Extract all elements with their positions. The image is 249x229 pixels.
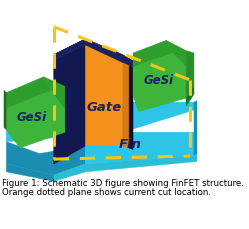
Polygon shape [133, 41, 173, 67]
Text: Fin: Fin [119, 137, 142, 150]
Polygon shape [54, 154, 197, 182]
Polygon shape [129, 59, 133, 150]
Polygon shape [6, 164, 54, 182]
Text: GeSi: GeSi [143, 74, 174, 87]
Polygon shape [6, 103, 194, 142]
Polygon shape [6, 142, 85, 175]
Polygon shape [4, 91, 6, 130]
Polygon shape [54, 40, 85, 164]
Polygon shape [186, 52, 194, 99]
Polygon shape [6, 77, 52, 109]
Polygon shape [194, 101, 197, 156]
Text: GeSi: GeSi [17, 110, 47, 123]
Polygon shape [166, 41, 186, 67]
Text: Orange dotted plane shows current cut location.: Orange dotted plane shows current cut lo… [2, 187, 211, 196]
Polygon shape [44, 77, 65, 109]
Polygon shape [186, 87, 194, 107]
Text: Gate: Gate [87, 100, 122, 113]
Polygon shape [123, 55, 129, 148]
Polygon shape [85, 40, 123, 146]
Polygon shape [54, 40, 190, 95]
Polygon shape [6, 91, 65, 148]
Polygon shape [133, 54, 186, 112]
Polygon shape [85, 133, 194, 164]
Text: Figure 1: Schematic 3D figure showing FinFET structure.: Figure 1: Schematic 3D figure showing Fi… [2, 178, 244, 187]
